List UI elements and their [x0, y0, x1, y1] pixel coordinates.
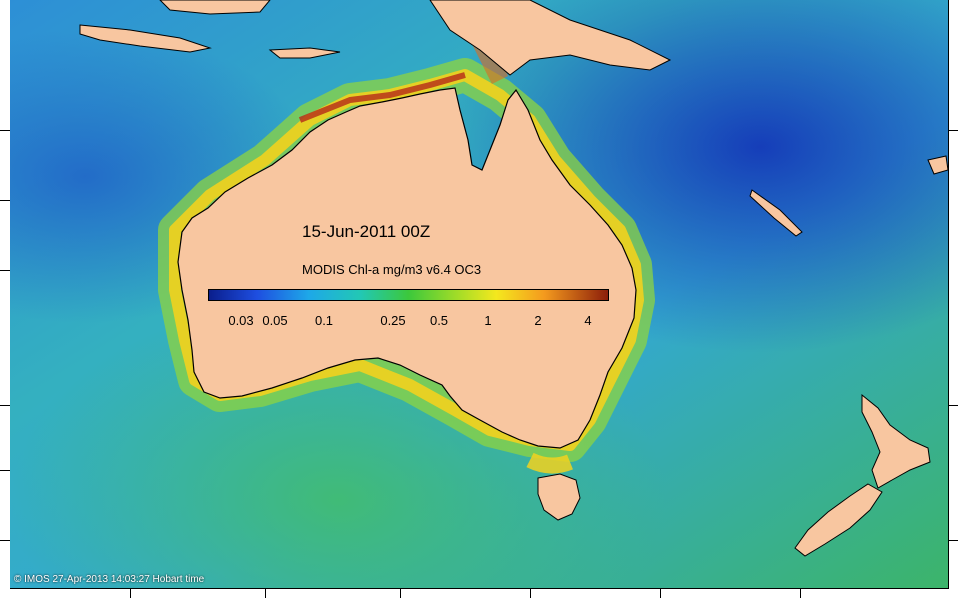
colorbar-tick-0-25: 0.25	[380, 313, 406, 328]
colorbar-tick-0-05: 0.05	[262, 313, 288, 328]
edge-tick	[948, 540, 958, 541]
edge-tick	[530, 588, 531, 598]
edge-tick	[400, 588, 401, 598]
edge-tick	[265, 588, 266, 598]
timor-island	[268, 47, 341, 59]
colorbar-tick-0-1: 0.1	[314, 313, 334, 328]
edge-tick	[0, 270, 10, 271]
colorbar-tick-1: 1	[484, 313, 492, 328]
edge-tick	[800, 588, 801, 598]
new-guinea-landmass	[429, 0, 672, 76]
edge-tick	[948, 405, 958, 406]
edge-tick	[0, 200, 10, 201]
edge-tick	[0, 405, 10, 406]
new-zealand-south-island	[794, 483, 883, 557]
edge-tick	[130, 588, 131, 598]
colorbar-tick-4: 4	[584, 313, 592, 328]
chlorophyll-map: 15-Jun-2011 00Z MODIS Chl-a mg/m3 v6.4 O…	[10, 0, 949, 589]
colorbar-tick-0-5: 0.5	[429, 313, 449, 328]
edge-tick	[660, 588, 661, 598]
colorbar-tick-0-03: 0.03	[228, 313, 254, 328]
new-caledonia-island	[749, 189, 803, 237]
edge-tick	[0, 130, 10, 131]
fiji-islands	[927, 155, 948, 175]
edge-tick	[0, 540, 10, 541]
edge-tick	[948, 130, 958, 131]
java-island	[79, 24, 212, 53]
borneo-edge	[159, 0, 271, 15]
colorbar-title: MODIS Chl-a mg/m3 v6.4 OC3	[302, 262, 482, 277]
tasmania-landmass	[537, 473, 581, 521]
new-zealand-north-island	[861, 393, 931, 489]
colorbar-tick-2: 2	[534, 313, 542, 328]
australia-landmass	[177, 87, 637, 449]
colorbar	[208, 289, 609, 301]
date-label: 15-Jun-2011 00Z	[302, 222, 431, 241]
edge-tick	[0, 470, 10, 471]
credit-line: © IMOS 27-Apr-2013 14:03:27 Hobart time	[14, 574, 205, 585]
